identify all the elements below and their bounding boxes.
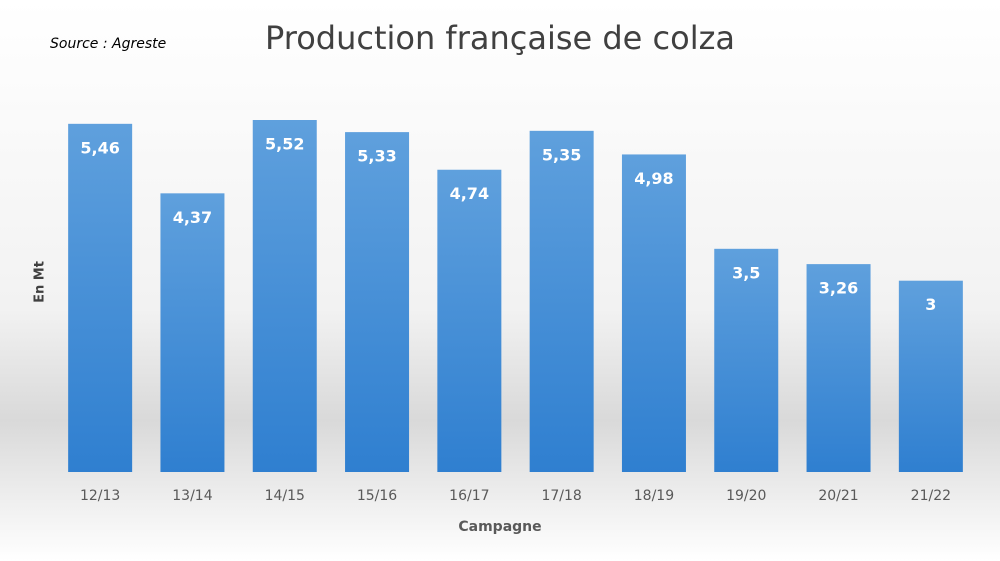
value-label: 4,98 <box>634 169 673 188</box>
x-axis-title: Campagne <box>458 519 541 535</box>
y-axis-title: En Mt <box>33 261 48 303</box>
x-tick-label: 21/22 <box>911 488 951 504</box>
bar <box>806 264 871 472</box>
value-label: 3,5 <box>732 263 760 282</box>
value-label: 3 <box>925 295 936 314</box>
value-label: 4,74 <box>450 184 489 203</box>
x-tick-label: 18/19 <box>634 488 674 504</box>
x-tick-label: 15/16 <box>357 488 397 504</box>
bar <box>252 120 317 472</box>
bar <box>621 154 686 472</box>
chart-title: Production française de colza <box>265 19 735 57</box>
x-tick-label: 13/14 <box>172 488 212 504</box>
bar <box>345 132 410 472</box>
value-label: 4,37 <box>173 208 212 227</box>
bar <box>529 130 594 472</box>
value-label: 5,52 <box>265 135 304 154</box>
bar <box>160 193 225 473</box>
bar <box>68 123 133 473</box>
x-tick-label: 20/21 <box>818 488 858 504</box>
x-tick-label: 17/18 <box>541 488 581 504</box>
x-tick-label: 14/15 <box>265 488 305 504</box>
bar <box>898 280 963 472</box>
bar <box>437 169 502 472</box>
value-label: 5,35 <box>542 145 581 164</box>
value-label: 5,46 <box>80 138 119 157</box>
x-tick-label: 19/20 <box>726 488 766 504</box>
value-label: 5,33 <box>357 147 396 166</box>
bar <box>714 248 779 472</box>
x-tick-label: 16/17 <box>449 488 489 504</box>
source-note: Source : Agreste <box>50 36 166 52</box>
value-label: 3,26 <box>819 279 858 298</box>
x-tick-label: 12/13 <box>80 488 120 504</box>
